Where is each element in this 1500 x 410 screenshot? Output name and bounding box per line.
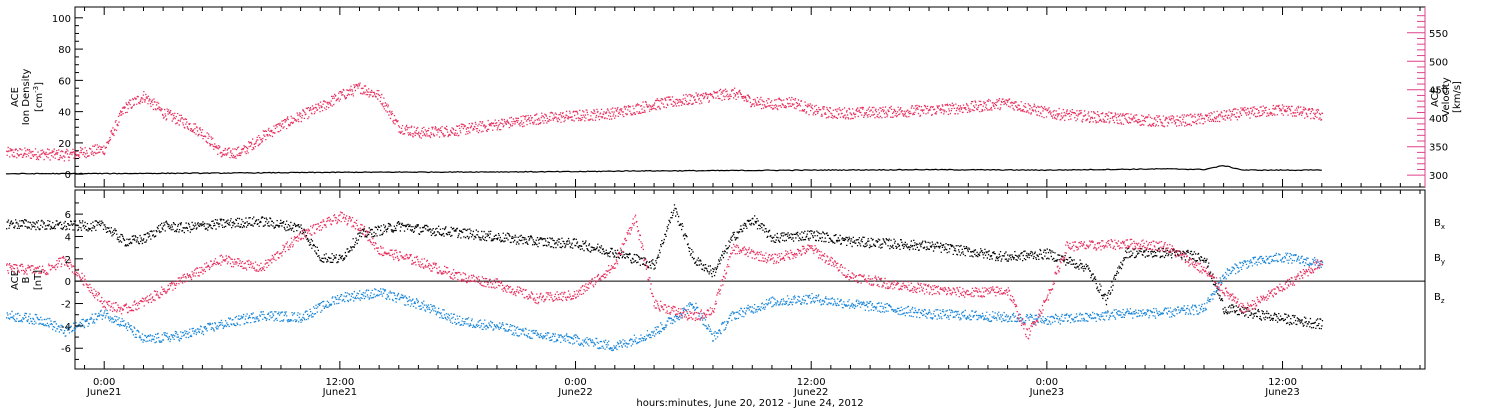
velocity-tick-label: 450 — [1429, 86, 1448, 97]
b-title-line2: B — [21, 276, 32, 283]
b-title-line1: ACE — [10, 270, 21, 290]
legend-bz: Bz — [1434, 292, 1445, 305]
x-tick-label-date: June22 — [557, 387, 593, 398]
b-tick-label: -6 — [61, 344, 71, 355]
x-axis-title: hours:minutes, June 20, 2012 - June 24, … — [636, 398, 863, 409]
x-tick-label-time: 0:00 — [1036, 377, 1058, 388]
velocity-axis-title: ACE Velocity [km/s] — [1430, 77, 1463, 116]
bz-series-points — [6, 211, 1324, 340]
density-axis-title: ACE Ion Density [cm-3] — [10, 69, 45, 126]
bx-series — [6, 204, 1324, 330]
x-tick-label-time: 12:00 — [325, 377, 354, 388]
velocity-title-line: Velocity — [1441, 77, 1452, 116]
density-series-line — [5, 165, 1322, 175]
b-tick-label: 6 — [65, 210, 71, 221]
velocity-series — [6, 82, 1324, 162]
x-tick-label-date: June23 — [1029, 387, 1065, 398]
density-tick-label: 100 — [52, 14, 71, 25]
legend-by: By — [1434, 253, 1445, 266]
b-title-unit: [nT] — [33, 270, 44, 290]
b-tick-label: -2 — [61, 300, 71, 311]
velocity-tick-label: 500 — [1429, 57, 1448, 68]
density-tick-label: 60 — [58, 76, 71, 87]
x-tick-label-date: June21 — [322, 387, 358, 398]
velocity-tick-label: 550 — [1429, 29, 1448, 40]
density-tick-label: 80 — [58, 45, 71, 56]
velocity-tick-label: 400 — [1429, 114, 1448, 125]
panel-magnetic-frame — [74, 189, 1426, 370]
x-tick-label-time: 12:00 — [1268, 377, 1297, 388]
b-tick-label: 4 — [65, 232, 71, 243]
velocity-title-line: ACE — [1430, 87, 1441, 107]
x-tick-label-date: June23 — [1264, 387, 1300, 398]
b-tick-label: -4 — [61, 322, 71, 333]
b-axis-title: ACE B [nT] — [10, 270, 44, 290]
x-tick-label-date: June21 — [86, 387, 122, 398]
density-title-line1: ACE — [10, 87, 21, 107]
density-title-line2: Ion Density — [21, 69, 32, 126]
density-tick-label: 0 — [65, 170, 71, 181]
x-tick-label-time: 0:00 — [93, 377, 115, 388]
density-title-unit: [cm-3] — [32, 82, 45, 112]
legend-bx: Bx — [1434, 218, 1445, 231]
b-tick-label: 0 — [65, 277, 71, 288]
b-tick-label: 2 — [65, 255, 71, 266]
by-series — [6, 252, 1324, 352]
velocity-tick-label: 300 — [1429, 171, 1448, 182]
velocity-title-line: [km/s] — [1452, 81, 1463, 113]
density-tick-label: 40 — [58, 108, 71, 119]
velocity-series-points — [6, 82, 1324, 162]
bx-series-points — [6, 204, 1324, 330]
x-tick-label-time: 0:00 — [564, 377, 586, 388]
density-tick-label: 20 — [58, 139, 71, 150]
by-series-points — [6, 252, 1324, 352]
x-tick-label-time: 12:00 — [797, 377, 826, 388]
bz-series — [6, 211, 1324, 340]
x-tick-label-date: June22 — [793, 387, 829, 398]
velocity-tick-label: 350 — [1429, 143, 1448, 154]
